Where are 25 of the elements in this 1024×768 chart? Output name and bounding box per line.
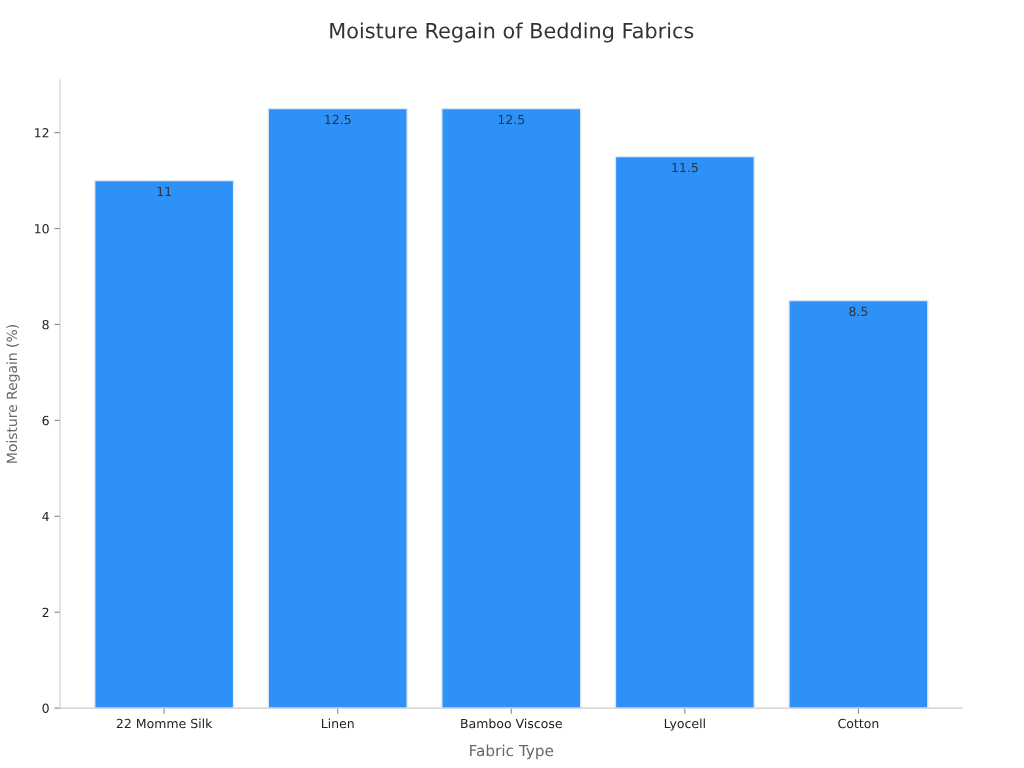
x-tick-label: 22 Momme Silk (116, 718, 213, 729)
data-label: 12.5 (498, 114, 525, 125)
y-axis-title: Moisture Regain (%) (6, 325, 20, 463)
data-label: 11.5 (672, 162, 698, 173)
x-tick-label: Lyocell (664, 718, 705, 731)
x-tick-label: Linen (321, 718, 354, 729)
bar (788, 299, 929, 709)
y-tick-label: 10 (35, 224, 49, 234)
y-tick-label: 12 (35, 128, 49, 138)
x-tick-label: Cotton (838, 718, 879, 729)
bar (267, 107, 408, 709)
bar (441, 107, 582, 709)
x-axis-title: Fabric Type (470, 744, 554, 760)
y-tick-label: 0 (42, 703, 49, 714)
bar (614, 155, 755, 709)
bar (94, 179, 235, 709)
y-tick-label: 2 (42, 607, 49, 617)
chart-title: Moisture Regain of Bedding Fabrics (330, 22, 694, 43)
y-tick-label: 6 (42, 415, 49, 426)
y-tick-label: 8 (42, 319, 49, 330)
y-tick-label: 4 (42, 511, 49, 522)
data-label: 11 (157, 186, 171, 197)
x-tick-label: Bamboo Viscose (461, 718, 562, 729)
data-label: 8.5 (849, 306, 868, 317)
data-label: 12.5 (325, 114, 351, 125)
